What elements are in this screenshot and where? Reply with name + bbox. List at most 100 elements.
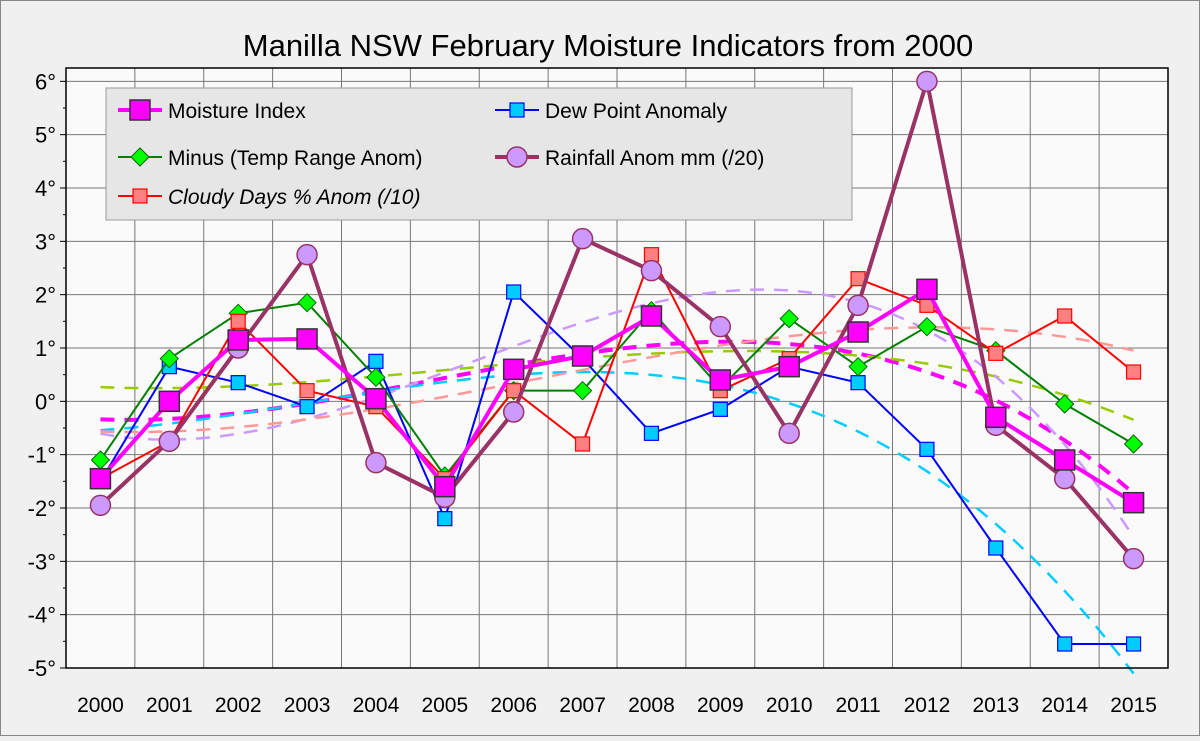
x-tick-label: 2013 xyxy=(972,694,1019,717)
data-point xyxy=(158,390,181,413)
data-point xyxy=(1057,636,1073,652)
series-line xyxy=(98,286,1135,505)
data-point xyxy=(640,259,663,282)
data-point xyxy=(917,316,937,337)
y-tick-label: -3° xyxy=(28,549,56,574)
data-point xyxy=(158,430,181,453)
data-point xyxy=(502,358,525,381)
data-point xyxy=(506,284,522,300)
data-point xyxy=(574,436,591,452)
data-point xyxy=(847,321,869,343)
y-tick-label: 6° xyxy=(35,69,56,94)
data-point xyxy=(848,356,868,377)
data-point xyxy=(778,422,800,445)
y-tick-label: 5° xyxy=(35,123,56,148)
legend-label: Minus (Temp Range Anom) xyxy=(168,147,422,170)
data-point xyxy=(366,367,386,388)
trendline-1 xyxy=(100,370,1135,675)
legend-marker xyxy=(129,99,151,121)
series-0 xyxy=(89,278,1145,514)
data-point xyxy=(571,227,594,250)
series-line xyxy=(99,80,1136,560)
chart-title: Manilla NSW February Moisture Indicators… xyxy=(243,28,973,63)
data-point xyxy=(299,383,315,399)
data-point xyxy=(296,243,318,266)
data-point xyxy=(709,315,732,338)
y-tick-label: 3° xyxy=(35,229,56,254)
legend-marker xyxy=(130,147,150,167)
legend-box xyxy=(105,87,853,221)
x-tick-label: 2015 xyxy=(1110,694,1157,717)
data-point xyxy=(89,494,112,517)
data-point xyxy=(985,406,1007,429)
x-tick-label: 2005 xyxy=(421,694,468,717)
data-point xyxy=(847,294,869,317)
x-tick-label: 2003 xyxy=(284,694,331,717)
data-point xyxy=(779,308,799,329)
data-point xyxy=(1054,394,1075,414)
data-point xyxy=(365,451,387,474)
x-axis: 2000 2001 2002 2003 2004 2005 2006 2007 2008 2009… xyxy=(77,694,1157,717)
data-point xyxy=(916,70,938,93)
data-point xyxy=(988,345,1004,361)
data-point xyxy=(434,475,456,498)
y-tick-label: 2° xyxy=(35,283,56,308)
y-tick-label: -4° xyxy=(28,603,56,628)
legend-label: Moisture Index xyxy=(168,100,306,123)
data-point xyxy=(712,401,728,417)
data-point xyxy=(709,369,732,391)
y-tick-label: 4° xyxy=(35,176,56,201)
data-point xyxy=(368,353,384,369)
series-line xyxy=(99,252,1135,481)
data-point xyxy=(988,540,1004,556)
data-point xyxy=(1057,308,1073,324)
x-tick-label: 2000 xyxy=(77,694,124,717)
data-point xyxy=(1125,636,1142,652)
data-point xyxy=(159,348,180,369)
legend-marker xyxy=(132,188,148,204)
legend-label: Cloudy Days % Anom (/10) xyxy=(168,186,420,209)
trendline-2 xyxy=(100,349,1135,421)
data-point xyxy=(919,441,935,457)
x-tick-label: 2001 xyxy=(146,694,193,717)
x-tick-label: 2008 xyxy=(628,694,675,717)
data-point xyxy=(230,375,246,391)
data-point xyxy=(297,292,317,313)
x-tick-label: 2009 xyxy=(697,694,744,717)
y-tick-label: -5° xyxy=(28,656,56,681)
y-tick-label: 1° xyxy=(35,336,56,361)
data-point xyxy=(230,313,246,329)
data-point xyxy=(643,425,660,441)
data-point xyxy=(89,467,112,490)
data-point xyxy=(502,401,525,423)
y-axis: 6° 5° 4° 3° 2° 1° 0° -1° -2° -3° -4° -5° xyxy=(28,69,66,681)
legend-label: Dew Point Anomaly xyxy=(545,100,728,123)
trendline-4 xyxy=(100,326,1134,434)
x-tick-label: 2014 xyxy=(1041,694,1088,717)
legend-label: Rainfall Anom mm (/20) xyxy=(545,147,764,170)
x-tick-label: 2002 xyxy=(215,694,262,717)
data-point xyxy=(571,345,594,367)
legend-marker xyxy=(509,102,525,118)
data-point xyxy=(1122,491,1145,514)
data-point xyxy=(778,355,800,378)
data-point xyxy=(1053,449,1076,471)
data-point xyxy=(640,305,663,327)
data-point xyxy=(916,278,938,301)
x-tick-label: 2004 xyxy=(353,694,400,717)
data-point xyxy=(296,328,318,350)
data-point xyxy=(1122,547,1145,570)
data-point xyxy=(299,399,315,415)
data-point xyxy=(643,247,660,263)
data-point xyxy=(850,375,866,391)
data-point xyxy=(1053,467,1076,490)
series-group xyxy=(89,70,1145,652)
x-tick-label: 2010 xyxy=(766,694,813,717)
data-point xyxy=(227,329,249,351)
data-point xyxy=(1125,364,1142,380)
x-tick-label: 2006 xyxy=(490,694,537,717)
x-tick-label: 2007 xyxy=(559,694,606,717)
data-point xyxy=(437,511,453,527)
data-point xyxy=(365,387,387,410)
